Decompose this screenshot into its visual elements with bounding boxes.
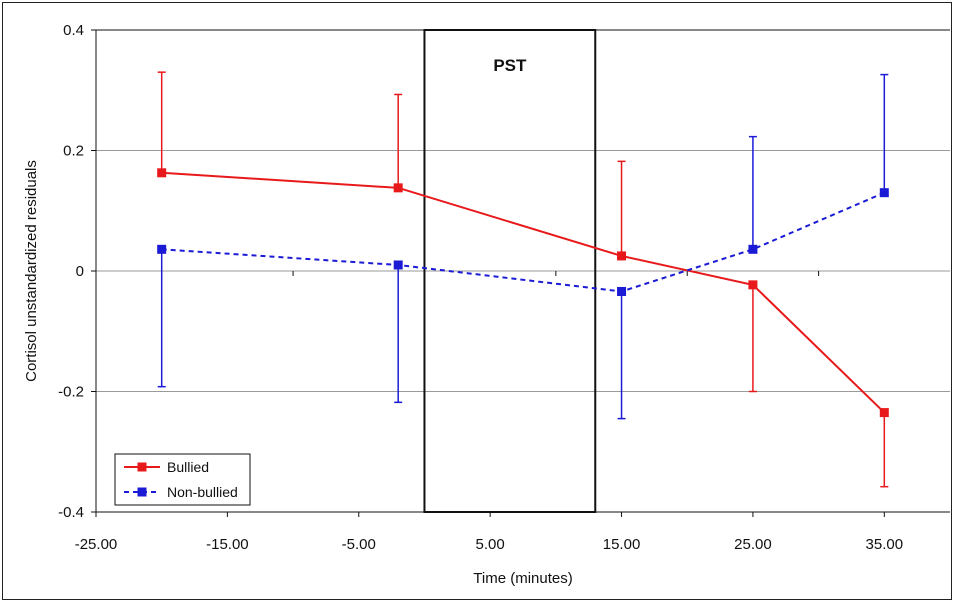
data-point [748, 244, 758, 254]
y-tick-label: 0.4 [63, 22, 84, 39]
data-point [617, 251, 627, 261]
y-tick-label: 0.2 [63, 143, 84, 160]
data-point [748, 280, 758, 290]
y-tick-label: -0.4 [58, 504, 84, 521]
x-tick-label: 35.00 [866, 536, 904, 553]
series-layer [157, 71, 889, 488]
legend-marker [137, 462, 147, 472]
x-tick-label: -15.00 [206, 536, 249, 553]
axes-layer: -0.4 -0.2 0 0.2 0.4 -25.00 -15.00 -5.00 5.00 15.0… [58, 22, 950, 553]
legend: Bullied Non-bullied [114, 453, 251, 506]
grid-layer [96, 150, 950, 392]
series-line [161, 191, 885, 293]
legend-label: Non-bullied [167, 484, 238, 500]
x-tick-label: -25.00 [75, 536, 118, 553]
y-tick-label: -0.2 [58, 384, 84, 401]
legend-entries: Bullied Non-bullied [124, 459, 238, 500]
data-point [393, 260, 403, 270]
legend-marker [137, 487, 147, 497]
x-tick-label: -5.00 [342, 536, 376, 553]
data-point [393, 183, 403, 193]
data-point [879, 408, 889, 418]
x-tick-label: 5.00 [476, 536, 505, 553]
data-point [879, 188, 889, 198]
data-point [617, 286, 627, 296]
legend-label: Bullied [167, 459, 209, 475]
x-tick-label: 15.00 [603, 536, 641, 553]
y-tick-label: 0 [76, 263, 84, 280]
pst-label: PST [493, 56, 527, 75]
x-axis-title: Time (minutes) [473, 570, 572, 587]
series-line [161, 171, 886, 414]
y-axis-title: Cortisol unstandardized residuals [23, 160, 40, 382]
x-tick-label: 25.00 [734, 536, 772, 553]
data-point [157, 244, 167, 254]
data-point [157, 168, 167, 178]
